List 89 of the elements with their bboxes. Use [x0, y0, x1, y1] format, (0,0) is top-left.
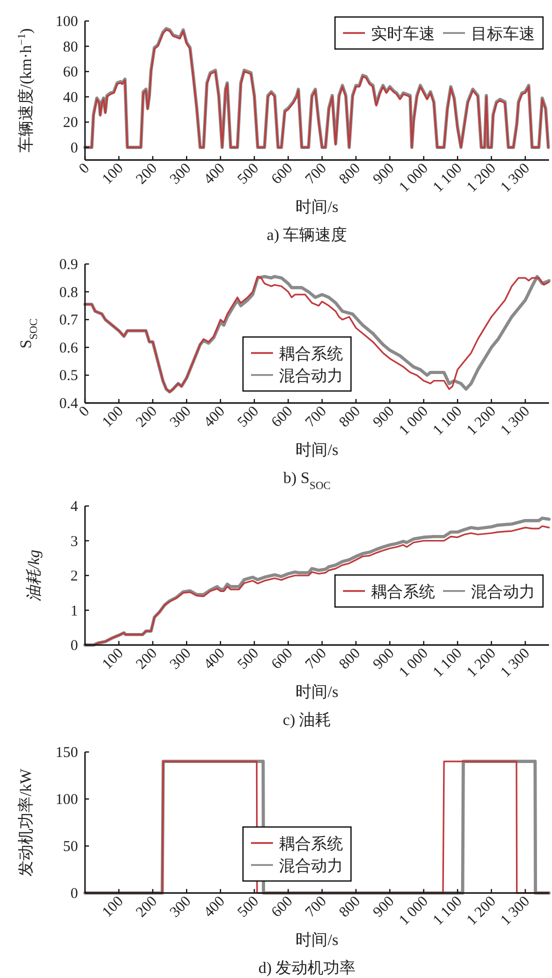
x-tick-label: 900: [370, 894, 398, 921]
legend-label: 混合动力: [471, 583, 535, 601]
legend-label: 耦合系统: [371, 583, 435, 601]
x-tick-label: 300: [167, 646, 194, 673]
x-tick-label: 1 100: [430, 404, 466, 439]
x-tick-label: 800: [336, 894, 364, 921]
x-tick-label: 200: [133, 646, 161, 673]
legend-label: 目标车速: [471, 25, 535, 43]
x-tick-label: 1 200: [464, 160, 500, 196]
x-tick-label: 800: [336, 160, 364, 188]
text: d) 发动机功率: [258, 959, 356, 977]
legend-label: 混合动力: [279, 857, 343, 875]
y-tick-label: 50: [63, 839, 78, 855]
x-tick-label: 900: [370, 404, 398, 431]
text: b) S$_{SOC}$: [283, 470, 331, 492]
y-tick-label: 0.8: [59, 284, 78, 301]
x-tick-label: 700: [302, 646, 330, 673]
x-tick-label: 700: [302, 404, 330, 431]
y-tick-label: 40: [63, 90, 78, 106]
x-tick-label: 300: [167, 404, 194, 431]
x-tick-label: 100: [99, 646, 127, 673]
y-tick-label: 100: [56, 14, 78, 30]
x-tick-label: 1 000: [396, 404, 432, 439]
legend-label: 耦合系统: [279, 345, 343, 363]
x-tick-label: 500: [234, 646, 262, 673]
y-tick-label: 0.4: [59, 396, 78, 412]
y-tick-label: 60: [63, 64, 78, 81]
text: c) 油耗: [282, 711, 332, 729]
x-tick-label: 1 100: [430, 646, 466, 681]
x-tick-label: 400: [201, 160, 228, 188]
y-tick-label: 3: [70, 534, 78, 550]
x-tick-label: 200: [133, 404, 161, 431]
x-tick-label: 1 300: [498, 404, 534, 439]
legend-label: 耦合系统: [279, 835, 343, 853]
x-tick-label: 1 000: [396, 646, 432, 681]
y-tick-label: 2: [70, 568, 78, 584]
x-tick-label: 200: [133, 894, 161, 921]
x-tick-label: 100: [99, 160, 127, 188]
y-tick-label: 20: [63, 115, 78, 132]
x-tick-label: 800: [336, 646, 364, 673]
y-tick-label: 0.7: [59, 312, 78, 329]
x-tick-label: 1 000: [396, 160, 432, 196]
y-tick-label: 80: [63, 39, 78, 56]
y-tick-label: 4: [70, 499, 78, 515]
x-tick-label: 1 300: [498, 894, 534, 929]
x-tick-label: 800: [336, 404, 364, 431]
x-tick-label: 400: [201, 404, 228, 431]
x-axis-title: 时间/s: [296, 931, 338, 949]
x-tick-label: 500: [234, 160, 262, 188]
y-tick-label: 0.5: [59, 368, 78, 384]
x-tick-label: 300: [167, 160, 194, 188]
x-tick-label: 1 000: [396, 894, 432, 929]
x-tick-label: 400: [201, 646, 228, 673]
y-tick-label: 0.6: [59, 340, 78, 356]
y-tick-label: 1: [70, 603, 78, 620]
x-tick-label: 600: [268, 646, 296, 673]
x-tick-label: 100: [99, 894, 127, 921]
x-tick-label: 600: [268, 160, 296, 188]
x-tick-label: 1 200: [464, 646, 500, 681]
x-tick-label: 600: [268, 894, 296, 921]
x-tick-label: 700: [302, 894, 330, 921]
x-tick-label: 200: [133, 160, 161, 188]
y-tick-label: 0.9: [59, 257, 78, 273]
y-tick-label: 0: [70, 140, 78, 156]
x-tick-label: 100: [99, 404, 127, 431]
text: a) 车辆速度: [266, 226, 348, 244]
legend-label: 实时车速: [371, 25, 435, 43]
x-tick-label: 1 200: [464, 404, 500, 439]
x-tick-label: 1 100: [430, 160, 466, 196]
y-axis-title: 发动机功率/kW: [17, 768, 35, 876]
x-tick-label: 700: [302, 160, 330, 188]
x-tick-label: 1 200: [464, 894, 500, 929]
x-tick-label: 400: [201, 894, 228, 921]
y-tick-label: 150: [56, 745, 78, 761]
x-tick-label: 1 300: [498, 160, 534, 196]
y-axis-title: 油耗/kg: [25, 550, 43, 602]
x-tick-label: 500: [234, 404, 262, 431]
x-tick-label: 500: [234, 894, 262, 921]
x-axis-title: 时间/s: [296, 198, 338, 216]
x-axis-title: 时间/s: [296, 683, 338, 701]
x-tick-label: 900: [370, 160, 398, 188]
x-tick-label: 900: [370, 646, 398, 673]
x-tick-label: 300: [167, 894, 194, 921]
x-axis-title: 时间/s: [296, 441, 338, 459]
y-tick-label: 100: [56, 792, 78, 808]
legend-label: 混合动力: [279, 367, 343, 385]
x-tick-label: 1 100: [430, 894, 466, 929]
x-tick-label: 600: [268, 404, 296, 431]
x-tick-label: 1 300: [498, 646, 534, 681]
